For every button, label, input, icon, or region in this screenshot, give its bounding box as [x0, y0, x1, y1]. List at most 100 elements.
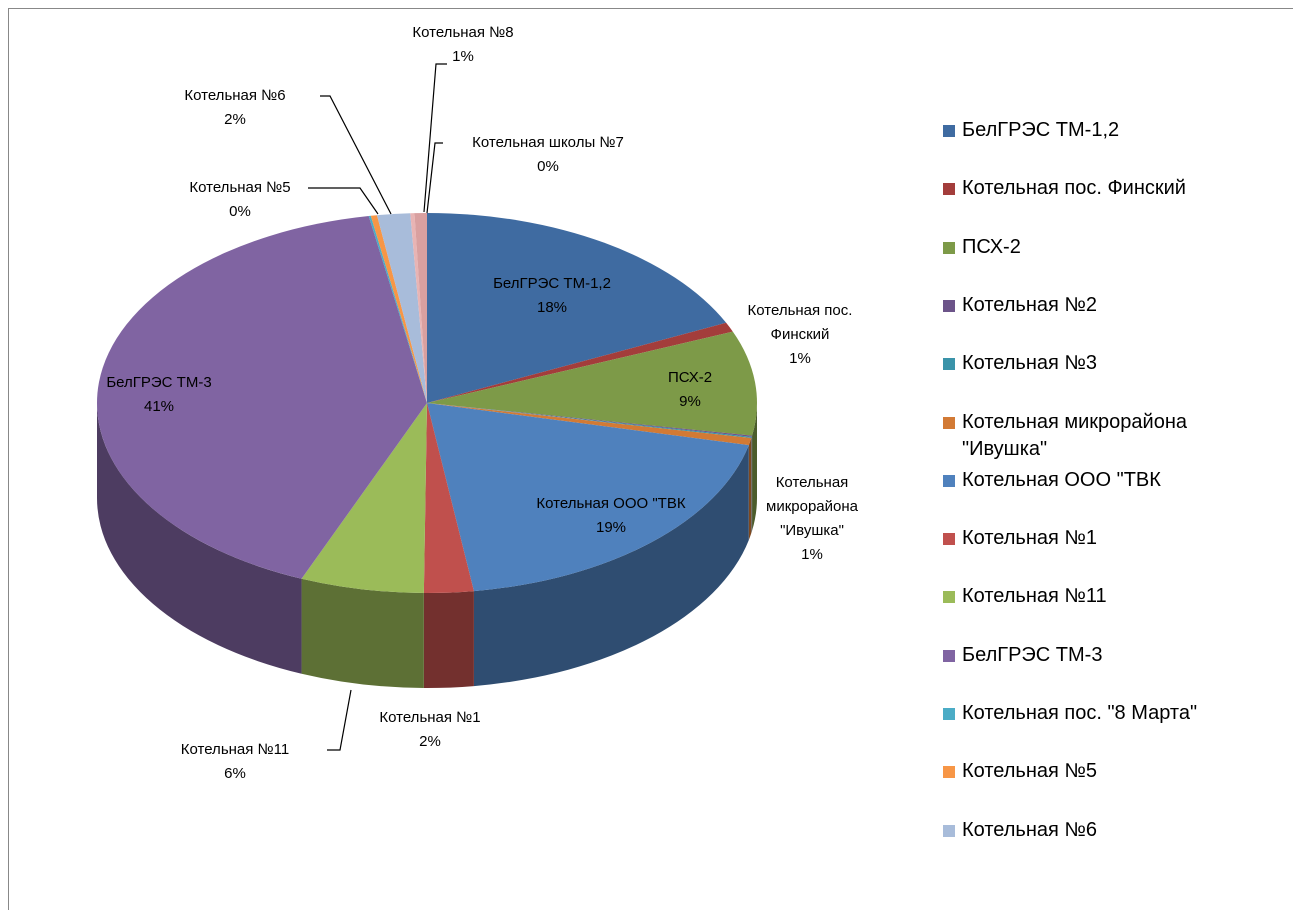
slice-side [748, 438, 752, 541]
data-label-value: 1% [801, 546, 823, 563]
legend-text: Котельная микрорайона "Ивушка" [962, 410, 1187, 460]
legend-swatch [943, 183, 955, 196]
data-label-name: Котельная пос. Финский [747, 302, 853, 343]
slice [427, 403, 752, 439]
data-label-name: Котельная №5 [189, 179, 291, 196]
leader-line [308, 187, 379, 215]
legend-label: Котельная №1 [962, 525, 1267, 552]
slice [414, 213, 427, 403]
data-label: Котельная микрорайона "Ивушка" 1% [752, 471, 872, 567]
data-label-name: Котельная микрорайона "Ивушка" [766, 474, 858, 539]
legend-swatch [943, 241, 955, 254]
data-label-value: 2% [224, 111, 246, 128]
data-label-name: БелГРЭС ТМ-1,2 [493, 275, 611, 292]
legend-label: БелГРЭС ТМ-1,2 [962, 117, 1267, 144]
legend-text: Котельная №3 [962, 352, 1097, 375]
data-label: Котельная ООО "ТВК 19% [481, 492, 741, 540]
slice-side [97, 403, 302, 674]
data-label: Котельная №11 6% [135, 738, 335, 786]
legend-text: Котельная №5 [962, 760, 1097, 783]
data-label-name: БелГРЭС ТМ-3 [106, 374, 212, 391]
leader-line [327, 689, 352, 751]
slice [427, 403, 749, 592]
data-label-name: Котельная школы №7 [472, 134, 624, 151]
slice [96, 215, 428, 579]
legend-swatch [943, 591, 955, 604]
legend-swatch [943, 824, 955, 837]
legend-label: Котельная пос. Финский [962, 175, 1267, 202]
legend-swatch [943, 474, 955, 487]
data-label: Котельная №5 0% [165, 176, 315, 224]
data-label-name: Котельная ООО "ТВК [536, 495, 686, 512]
data-label-value: 19% [595, 519, 627, 536]
data-label-name: ПСХ-2 [667, 369, 713, 386]
data-label: БелГРЭС ТМ-3 41% [84, 371, 234, 419]
data-label: ПСХ-2 9% [630, 366, 750, 414]
legend-label: Котельная №3 [962, 350, 1267, 377]
legend-text: Котельная №11 [962, 585, 1107, 608]
data-label: Котельная №6 2% [160, 84, 310, 132]
slice-side [301, 578, 424, 688]
legend-text: Котельная №1 [962, 527, 1097, 550]
legend-text: Котельная №6 [962, 818, 1097, 841]
legend-label: Котельная пос. "8 Марта" [962, 700, 1267, 727]
slice [410, 213, 427, 403]
legend-label: Котельная №11 [962, 583, 1267, 610]
legend-label: Котельная №5 [962, 758, 1267, 785]
legend-label: Котельная №2 [962, 292, 1267, 319]
data-label-name: Котельная №1 [379, 709, 481, 726]
legend-label: Котельная ООО "ТВК [962, 467, 1267, 494]
legend-label: ПСХ-2 [962, 234, 1267, 261]
legend-label: Котельная микрорайона "Ивушка" [962, 409, 1267, 463]
leader-line [423, 63, 447, 213]
data-label: Котельная №1 2% [330, 706, 530, 754]
data-label-name: Котельная №8 [412, 24, 514, 41]
slice [427, 331, 757, 436]
slice [376, 213, 427, 403]
data-label-value: 0% [229, 203, 251, 220]
slice [423, 403, 474, 593]
data-label: Котельная пос. Финский 1% [725, 299, 875, 371]
legend-swatch [943, 299, 955, 312]
legend-text: Котельная пос. Финский [962, 177, 1186, 200]
slice [427, 213, 727, 403]
legend-text: Котельная ООО "ТВК [962, 468, 1161, 491]
data-label-name: Котельная №11 [180, 741, 290, 758]
data-label-value: 2% [419, 733, 441, 750]
slice-side [473, 445, 749, 687]
data-label-value: 6% [224, 765, 246, 782]
data-label-value: 18% [536, 299, 568, 316]
slice [427, 322, 733, 403]
legend-swatch [943, 416, 955, 429]
slice [301, 403, 427, 593]
slice-side [423, 591, 474, 688]
legend-text: БелГРЭС ТМ-1,2 [962, 119, 1120, 141]
legend-text: Котельная пос. "8 Марта" [962, 702, 1198, 724]
legend-swatch [943, 649, 955, 662]
legend-swatch [943, 358, 955, 371]
leader-line [426, 142, 443, 214]
data-label-name: Котельная №6 [184, 87, 286, 104]
legend-swatch [943, 708, 955, 720]
legend-label: Котельная №6 [962, 817, 1267, 844]
data-label-value: 1% [452, 48, 474, 65]
legend-swatch [943, 766, 955, 779]
legend-label: БелГРЭС ТМ-3 [962, 642, 1267, 669]
legend-text: ПСХ-2 [962, 235, 1021, 258]
legend-text: Котельная №2 [962, 293, 1097, 316]
data-label-value: 1% [789, 350, 811, 367]
leader-line [320, 95, 392, 215]
data-label: БелГРЭС ТМ-1,2 18% [452, 272, 652, 320]
slice-side [752, 403, 757, 531]
legend-swatch [943, 533, 955, 546]
data-label-value: 0% [537, 158, 559, 175]
data-label: Котельная №8 1% [388, 21, 538, 69]
data-label: Котельная школы №7 0% [423, 131, 673, 179]
data-label-value: 9% [679, 393, 701, 410]
slice [368, 215, 427, 403]
legend-text: БелГРЭС ТМ-3 [962, 643, 1103, 666]
slice [427, 403, 752, 446]
chart-border [8, 8, 1293, 910]
data-label-value: 41% [143, 398, 175, 415]
